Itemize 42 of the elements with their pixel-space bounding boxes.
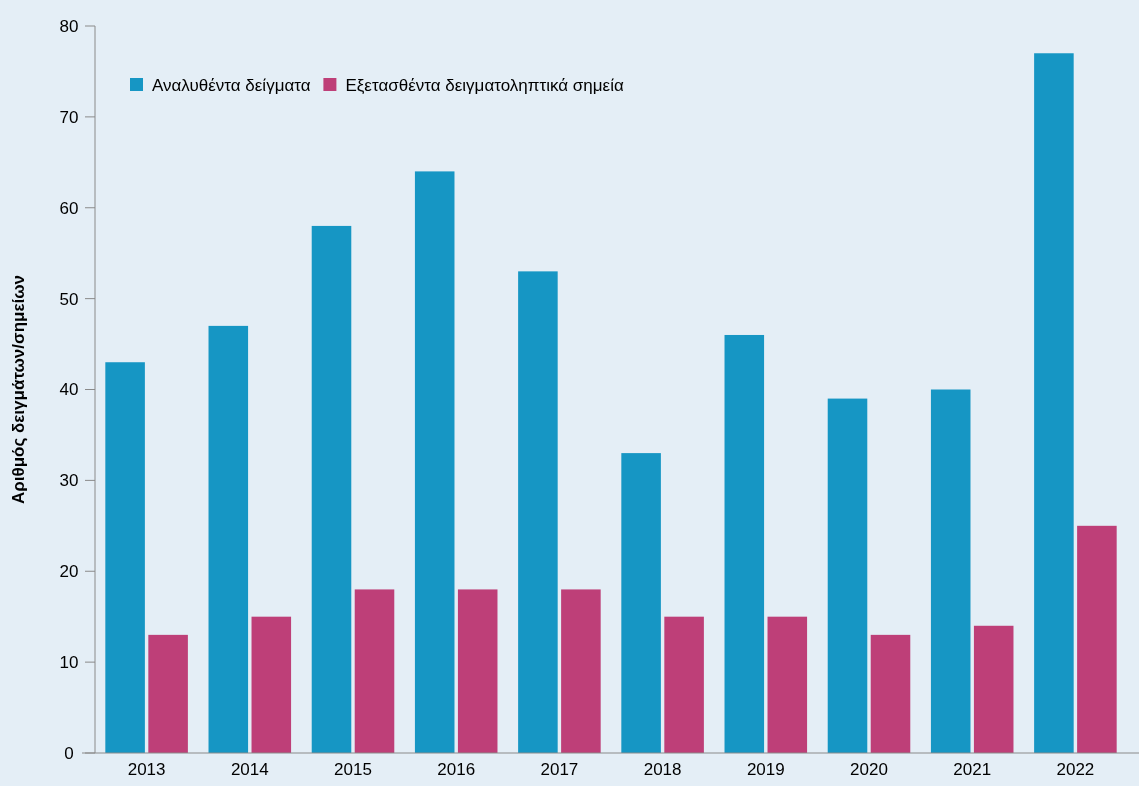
y-tick-label: 10	[59, 653, 79, 673]
y-tick-label: 70	[59, 107, 79, 127]
x-tick-label: 2021	[953, 760, 992, 779]
x-tick-label: 2016	[437, 760, 476, 779]
bar	[724, 334, 765, 753]
bar	[870, 634, 911, 753]
legend-label: Αναλυθέντα δείγματα	[152, 75, 311, 95]
bar	[457, 589, 498, 753]
x-tick-label: 2019	[746, 760, 785, 779]
bar	[105, 362, 145, 753]
x-tick-label: 2013	[127, 760, 166, 779]
bar	[354, 589, 395, 753]
bar	[208, 325, 249, 753]
bar	[930, 389, 971, 753]
bar	[311, 225, 352, 753]
bar	[664, 616, 704, 753]
x-tick-label: 2015	[334, 760, 372, 779]
y-tick-label: 60	[59, 198, 79, 218]
y-axis-title: Αριθμός δειγμάτων/σημείων	[9, 274, 28, 505]
bar	[621, 453, 661, 753]
bar	[767, 616, 808, 753]
y-tick-label: 0	[64, 743, 74, 763]
y-tick-label: 20	[59, 562, 79, 582]
bar	[827, 398, 868, 753]
x-tick-label: 2017	[540, 760, 579, 779]
bar	[518, 271, 558, 753]
bar	[414, 171, 455, 753]
legend-label: Εξετασθέντα δειγματοληπτικά σημεία	[345, 75, 624, 95]
bar	[1077, 525, 1117, 753]
x-tick-label: 2014	[230, 760, 269, 779]
bar	[561, 589, 601, 753]
bar	[148, 634, 188, 753]
y-tick-label: 50	[59, 289, 79, 309]
y-tick-label: 80	[59, 16, 79, 36]
x-tick-label: 2018	[643, 760, 682, 779]
x-tick-label: 2022	[1056, 760, 1095, 779]
x-tick-label: 2020	[850, 760, 888, 779]
y-tick-label: 40	[59, 380, 79, 400]
y-tick-label: 30	[59, 471, 79, 491]
bar	[973, 625, 1014, 753]
bar	[251, 616, 292, 753]
bar	[1034, 53, 1074, 753]
